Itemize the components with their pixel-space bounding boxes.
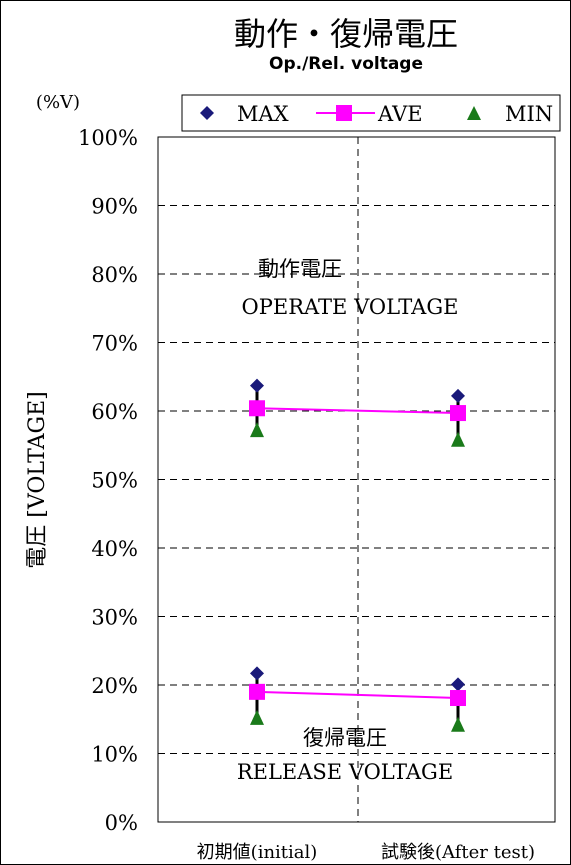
y-tick-label: 30%: [91, 606, 138, 630]
min-point-release: [451, 716, 465, 732]
y-tick-label: 10%: [91, 743, 138, 767]
y-tick-label: 60%: [91, 400, 138, 424]
ave-point-operate: [249, 400, 265, 417]
legend-min-label: MIN: [505, 102, 553, 126]
legend-min-marker: [467, 106, 481, 120]
y-unit-label: (%V): [36, 92, 80, 113]
release-annotation-jp: 復帰電圧: [303, 726, 387, 750]
min-point-operate: [451, 431, 465, 447]
y-tick-label: 50%: [91, 469, 138, 493]
operate-annotation-en: OPERATE VOLTAGE: [242, 295, 459, 319]
ave-line-operate: [256, 407, 459, 415]
y-tick-label: 80%: [91, 263, 138, 287]
x-category-label: 初期値(initial): [197, 842, 318, 863]
max-point-release: [250, 666, 264, 681]
legend-max-label: MAX: [237, 102, 289, 126]
max-point-operate: [250, 378, 264, 393]
y-tick-label: 70%: [91, 332, 138, 356]
legend-ave-label: AVE: [377, 102, 423, 126]
ave-point-operate: [450, 405, 466, 422]
legend-ave-marker: [316, 105, 375, 121]
y-tick-label: 100%: [78, 126, 138, 150]
max-point-release: [451, 677, 465, 692]
y-axis-label: 電圧 [VOLTAGE]: [25, 391, 50, 569]
plot-area: 0% 10% 20% 30% 40% 50% 60% 70% 80% 90% 100% 初期値(ini…: [78, 126, 556, 863]
ave-point-release: [249, 683, 265, 700]
y-tick-label: 90%: [91, 195, 138, 219]
min-point-operate: [250, 422, 264, 438]
min-point-release: [250, 709, 264, 725]
chart-title: 動作・復帰電圧: [234, 15, 458, 53]
release-annotation-en: RELEASE VOLTAGE: [237, 760, 453, 784]
operate-annotation-jp: 動作電圧: [258, 257, 342, 281]
y-tick-label: 40%: [91, 537, 138, 561]
chart-subtitle: Op./Rel. voltage: [269, 54, 423, 74]
max-point-operate: [451, 388, 465, 403]
legend-max-marker: [200, 106, 214, 120]
ave-point-release: [450, 690, 466, 707]
x-category-label: 試験後(After test): [381, 842, 535, 863]
plot-border: [157, 136, 556, 823]
y-tick-label: 20%: [91, 674, 138, 698]
y-tick-label: 0%: [105, 811, 138, 835]
legend: MAX AVE MIN: [181, 94, 561, 132]
ave-line-release: [256, 690, 459, 700]
